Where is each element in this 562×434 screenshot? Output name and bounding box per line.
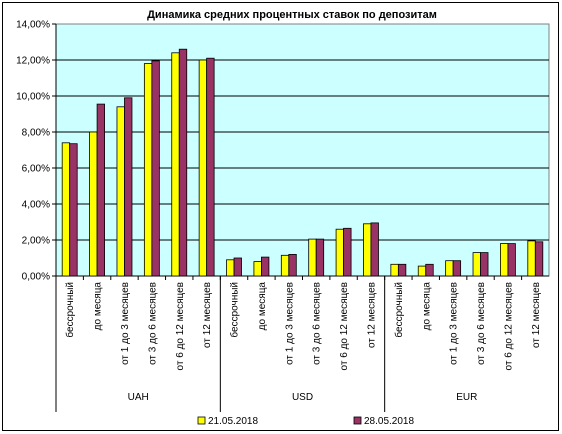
category-label: бессрочный: [229, 282, 241, 338]
bar: [69, 143, 78, 277]
y-tick-label: 4,00%: [22, 200, 50, 211]
bar: [253, 261, 262, 277]
bar: [280, 254, 290, 277]
y-tick-label: 2,00%: [22, 236, 50, 247]
y-tick-label: 12,00%: [16, 56, 50, 67]
legend: 21.05.2018 28.05.2018: [197, 416, 414, 427]
bar: [198, 59, 208, 277]
bar: [89, 131, 98, 277]
category-label: бессрочный: [393, 282, 405, 338]
bar: [452, 260, 462, 277]
bar: [343, 227, 352, 277]
bar: [233, 257, 242, 277]
bar: [308, 238, 317, 277]
bar: [397, 263, 407, 277]
category-label: от 1 до 3 месяцев: [449, 282, 460, 365]
category-label: от 12 месяцев: [202, 282, 213, 348]
y-tick-label: 6,00%: [22, 164, 50, 175]
legend-label: 21.05.2018: [208, 416, 258, 427]
bar: [206, 57, 215, 277]
bar: [335, 228, 344, 277]
bar: [507, 243, 516, 277]
category-label: бессрочный: [64, 282, 76, 338]
bar: [500, 243, 509, 277]
bar: [445, 260, 454, 277]
category-label: от 12 месяцев: [531, 282, 542, 348]
bar: [116, 106, 125, 277]
category-label: до месяца: [421, 282, 432, 331]
bar: [534, 241, 544, 277]
bar: [226, 259, 235, 277]
y-tick-label: 14,00%: [16, 20, 50, 31]
bar: [288, 253, 297, 277]
bar: [417, 265, 427, 277]
category-label: от 12 месяцев: [366, 282, 377, 348]
plot-background: [55, 23, 550, 277]
legend-swatch: [197, 416, 206, 425]
category-label: от 1 до 3 месяцев: [284, 282, 295, 365]
category-label: до месяца: [257, 282, 268, 331]
y-tick-label: 10,00%: [16, 92, 50, 103]
category-label: от 3 до 6 месяцев: [147, 282, 158, 365]
plot-area: 0,00% 2,00% 4,00% 6,00% 8,00% 10,00% 12,00% 14,…: [16, 20, 550, 412]
category-label: от 1 до 3 месяцев: [120, 282, 131, 365]
bar: [472, 252, 481, 277]
category-label: от 6 до 12 месяцев: [175, 282, 186, 370]
category-label: от 3 до 6 месяцев: [476, 282, 487, 365]
bar: [480, 252, 489, 277]
bar: [370, 222, 379, 277]
group-label: UAH: [128, 392, 149, 403]
chart-title: Динамика средних процентных ставок по де…: [147, 9, 437, 21]
bar: [61, 142, 71, 277]
bar: [315, 238, 325, 277]
group-label: USD: [292, 392, 313, 403]
y-tick-label: 8,00%: [22, 128, 50, 139]
category-label: от 6 до 12 месяцев: [503, 282, 514, 370]
bar: [527, 240, 536, 277]
legend-swatch: [353, 416, 362, 425]
bar: [151, 60, 160, 277]
category-label: от 3 до 6 месяцев: [312, 282, 323, 365]
category-label: от 6 до 12 месяцев: [339, 282, 350, 370]
bar: [143, 63, 153, 277]
bar: [178, 48, 188, 277]
legend-label: 28.05.2018: [364, 416, 414, 427]
bar: [124, 97, 133, 277]
bar: [363, 223, 372, 277]
bar: [390, 263, 399, 277]
category-label: до месяца: [93, 282, 104, 331]
y-tick-label: 0,00%: [22, 272, 50, 283]
bar: [261, 256, 270, 277]
bar: [96, 103, 105, 277]
bar: [171, 52, 180, 277]
bar: [425, 263, 434, 277]
group-label: EUR: [456, 392, 477, 403]
